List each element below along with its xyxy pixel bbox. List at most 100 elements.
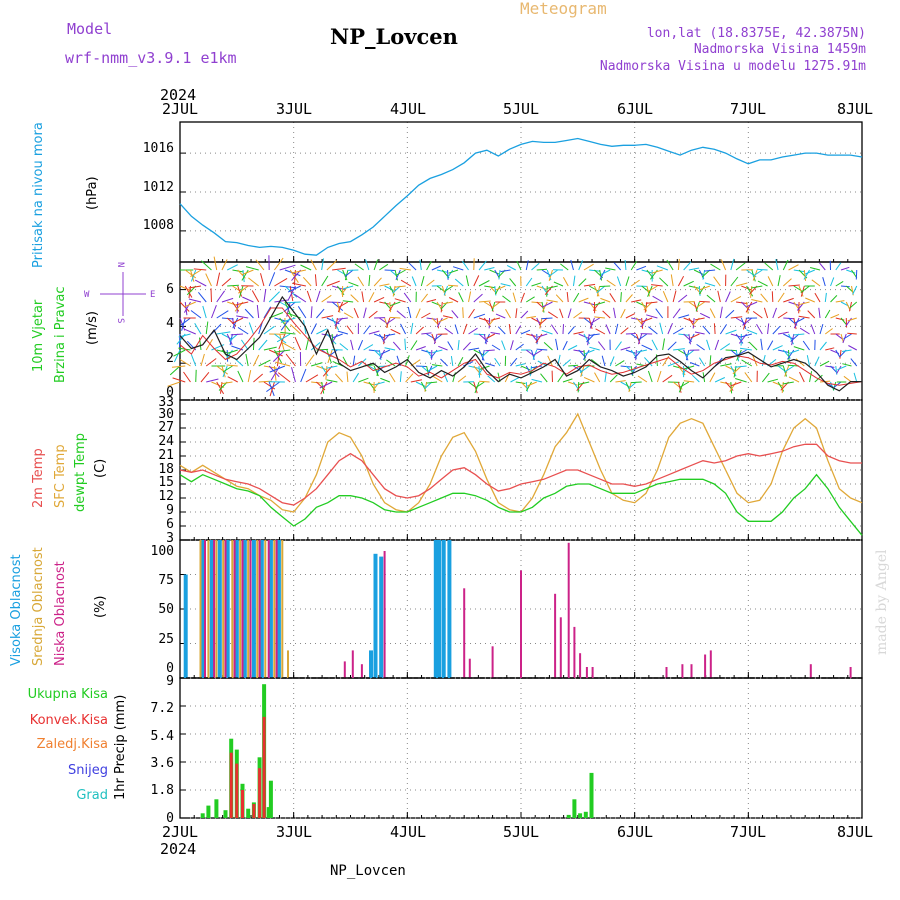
wind-arrow — [395, 269, 401, 281]
compass-n: N — [115, 262, 125, 267]
wind-arrow — [709, 355, 712, 367]
wind-arrow — [290, 324, 302, 335]
cloud-bar — [709, 650, 712, 678]
wind-arrow — [735, 282, 748, 287]
cloud-bar — [209, 540, 214, 678]
cloud-bar — [554, 593, 557, 678]
wind-arrow — [442, 301, 453, 305]
wind-arrow — [752, 269, 763, 277]
wind-arrow — [588, 285, 600, 292]
wind-arrow — [788, 301, 800, 306]
wind-arrow — [275, 361, 291, 367]
wind-arrow — [431, 265, 442, 271]
day-label: 5JUL — [503, 100, 539, 118]
tick-label: 7.2 — [151, 701, 174, 716]
wind-arrow — [730, 316, 743, 319]
wind-arrow — [474, 381, 480, 394]
wind-arrow — [606, 279, 616, 287]
wind-arrow — [316, 365, 328, 371]
tick-label: 4 — [166, 316, 174, 331]
cloud-bar — [259, 540, 264, 678]
wind-arrow — [546, 285, 548, 297]
wind-arrow — [268, 272, 276, 287]
cloud-bar — [225, 540, 230, 678]
wind-arrow — [515, 381, 526, 384]
pressure-ticks: 1008 1012 1016 — [143, 141, 174, 233]
wind-arrow — [274, 257, 284, 271]
wind-arrow — [810, 324, 816, 335]
wind-arrow — [647, 370, 653, 383]
precip-label-snow: Snijeg — [68, 763, 108, 778]
wind-arrow — [244, 308, 254, 319]
wind-arrow — [473, 313, 486, 319]
tick-label: 12 — [158, 489, 174, 504]
wind-arrow — [227, 376, 238, 383]
wind-arrow — [490, 317, 501, 321]
wind-arrow — [431, 364, 443, 367]
wind-arrow — [588, 301, 597, 312]
wind-arrow — [741, 359, 753, 367]
wind-arrow — [491, 344, 501, 351]
wind-arrow — [438, 345, 448, 351]
wind-arrow — [490, 332, 501, 335]
wind-arrow — [651, 269, 663, 274]
wind-arrow — [840, 285, 850, 288]
wind-arrow — [520, 292, 525, 303]
wind-arrow — [368, 330, 380, 335]
cloud-bar — [585, 667, 588, 678]
wind-arrow — [478, 300, 491, 303]
wind-arrow — [305, 354, 315, 367]
wind-arrow — [432, 349, 443, 354]
wind-arrow — [720, 259, 727, 271]
wind-arrow — [515, 363, 526, 367]
wind-arrow — [231, 317, 236, 330]
wind-arrow — [662, 338, 665, 351]
wind-arrow — [541, 329, 553, 335]
wind-arrow — [615, 341, 622, 351]
wind-arrow — [326, 301, 341, 303]
wind-arrow — [710, 263, 721, 271]
temp-labels: 2m Temp SFC Temp dewpt Temp (C) — [31, 433, 108, 512]
wind-arrow — [672, 290, 677, 303]
tick-label: 24 — [158, 434, 174, 449]
wind-arrow — [236, 315, 249, 319]
wind-arrow — [487, 375, 496, 383]
wind-arrow — [431, 301, 442, 307]
wind-arrow — [379, 283, 390, 287]
wind-arrow — [752, 310, 763, 319]
wind-arrow — [583, 349, 595, 355]
wind-arrow — [559, 308, 564, 319]
wind-arrow — [489, 269, 500, 275]
wind-arrow — [740, 317, 747, 329]
precip-bar — [583, 811, 588, 818]
wind-arrow — [646, 314, 658, 319]
wind-arrow — [625, 333, 636, 335]
wind-arrow — [277, 372, 291, 383]
wind-arrow — [179, 359, 191, 367]
wind-arrow — [729, 381, 737, 392]
wind-arrow — [211, 305, 217, 319]
wind-arrow — [190, 269, 197, 282]
wind-arrow — [600, 269, 611, 276]
wind-arrow — [652, 295, 663, 303]
wind-arrow — [331, 301, 344, 311]
cloud-bar — [199, 540, 202, 678]
precip-bar — [262, 716, 266, 818]
wind-ticks: 0 2 4 6 — [166, 282, 174, 400]
wind-arrow — [447, 341, 454, 351]
wind-arrow — [426, 261, 432, 271]
wind-arrow — [226, 264, 238, 271]
wind-arrow — [615, 360, 625, 367]
wind-speed-line — [179, 295, 862, 392]
cloud-bar — [183, 574, 188, 678]
cloud-labels: Visoka Oblacnost Srednja Oblacnost Niska… — [9, 547, 108, 666]
wind-arrow — [735, 378, 747, 383]
wind-arrow — [541, 317, 553, 320]
wind-arrow — [648, 326, 658, 335]
wind-arrow — [578, 278, 587, 287]
wind-arrow — [421, 349, 432, 354]
cloud-bar — [360, 664, 363, 678]
wind-arrow — [609, 293, 616, 303]
precip-bar — [214, 799, 219, 818]
wind-arrow — [679, 381, 690, 388]
